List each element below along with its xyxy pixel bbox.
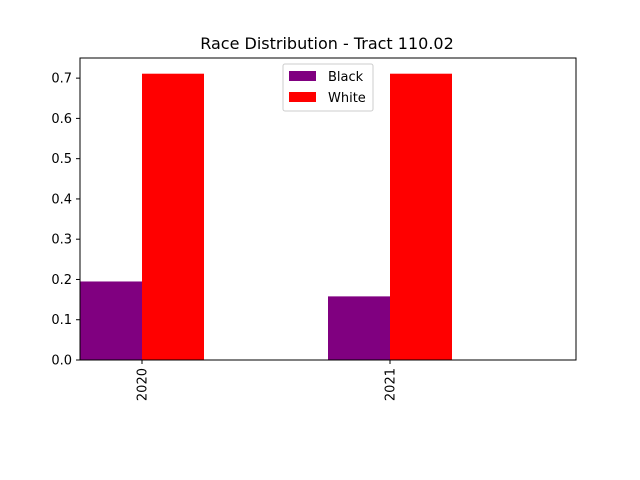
x-tick-label-2021: 2021 (384, 368, 399, 401)
y-tick-label: 0.3 (51, 233, 72, 248)
x-axis: 2020 2021 (136, 360, 399, 401)
x-tick-label-2020: 2020 (136, 368, 151, 401)
y-tick-label: 0.6 (51, 112, 72, 127)
legend: Black White (282, 63, 374, 112)
y-tick-label: 0.7 (51, 72, 72, 87)
y-tick-label: 0.4 (51, 192, 72, 207)
bar-black-2021 (328, 296, 390, 360)
y-axis: 0.0 0.1 0.2 0.3 0.4 0.5 0.6 0.7 (51, 72, 80, 369)
y-tick-label: 0.0 (51, 354, 72, 369)
y-tick-label: 0.2 (51, 273, 72, 288)
chart-title: Race Distribution - Tract 110.02 (200, 34, 454, 53)
plot-frame (79, 57, 577, 361)
legend-swatch-black (289, 71, 316, 81)
bars (80, 73, 452, 360)
bar-white-2020 (142, 73, 204, 360)
legend-label-white: White (328, 91, 366, 106)
legend-label-black: Black (328, 70, 364, 85)
bar-white-2021 (390, 73, 452, 360)
legend-swatch-white (289, 92, 316, 102)
bar-black-2020 (80, 281, 142, 360)
y-tick-label: 0.5 (51, 152, 72, 167)
y-tick-label: 0.1 (51, 313, 72, 328)
